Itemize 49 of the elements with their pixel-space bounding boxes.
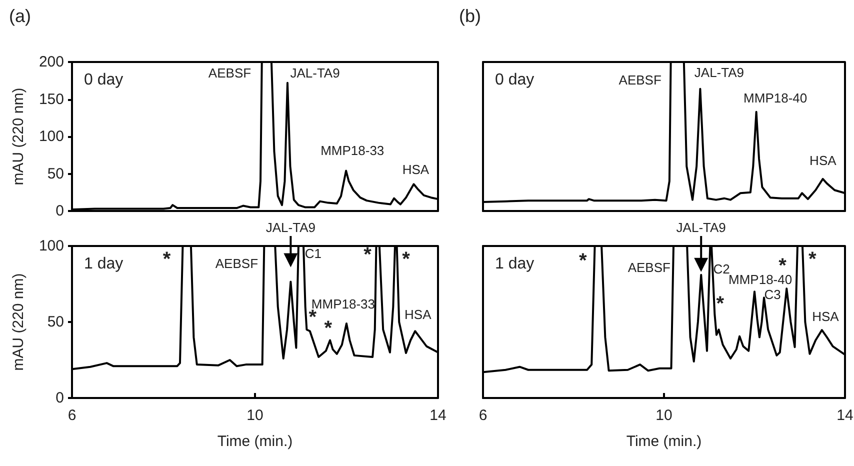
annotation: JAL-TA9	[694, 64, 744, 80]
annotation: JAL-TA9	[290, 66, 340, 81]
text: JAL-TA9	[266, 220, 316, 235]
chart-title: (b)	[459, 6, 481, 26]
x-tick-label: 6	[478, 407, 488, 424]
x-tick-label: 14	[430, 407, 446, 424]
annotation: 0 day	[84, 72, 124, 88]
y-tick-label: 50	[47, 165, 64, 182]
annotation: *	[364, 244, 372, 266]
y-tick-label: 100	[38, 128, 64, 145]
annotation: MMP18-40	[744, 90, 808, 106]
annotation: HSA	[402, 162, 430, 177]
y-axis-title: mAU (220 nm)	[10, 88, 27, 186]
annotation: C1	[304, 246, 322, 262]
annotation: HSA	[404, 306, 432, 322]
annotation: *	[402, 248, 410, 271]
annotation: 1 day	[495, 256, 534, 272]
annotation: 0 day	[495, 72, 534, 88]
y-tick-label: 0	[56, 390, 64, 406]
y-tick-label: 100	[38, 238, 64, 254]
annotation: HSA	[810, 152, 837, 168]
text: JAL-TA9	[676, 220, 726, 235]
x-tick-label: 14	[836, 407, 854, 424]
y-tick-label: 0	[56, 202, 64, 220]
x-tick-label: 6	[68, 407, 76, 424]
x-tick-label: 10	[246, 407, 264, 424]
annotation: 1 day	[84, 256, 124, 272]
x-axis-title: Time (min.)	[217, 433, 293, 450]
x-axis-title: Time (min.)	[626, 433, 702, 450]
annotation: AEBSF	[618, 72, 662, 88]
annotation: AEBSF	[628, 260, 671, 275]
annotation: AEBSF	[215, 256, 258, 271]
y-tick-label: 200	[38, 54, 64, 70]
annotation: *	[808, 248, 817, 271]
annotation: *	[716, 292, 724, 315]
annotation: HSA	[812, 309, 840, 324]
chart-title: (a)	[9, 6, 31, 26]
annotation: MMP18-40	[728, 272, 792, 287]
annotation: C3	[764, 287, 781, 302]
y-tick-label: 150	[38, 90, 64, 108]
annotation: *	[324, 318, 332, 340]
x-tick-label: 10	[656, 407, 672, 424]
annotation: AEBSF	[208, 66, 252, 81]
annotation: *	[579, 250, 588, 272]
annotation: MMP18-33	[320, 143, 384, 158]
y-axis-title: mAU (220 nm)	[10, 273, 27, 371]
annotation: *	[162, 248, 171, 271]
annotation: C2	[713, 261, 730, 276]
y-tick-label: 50	[47, 314, 64, 330]
